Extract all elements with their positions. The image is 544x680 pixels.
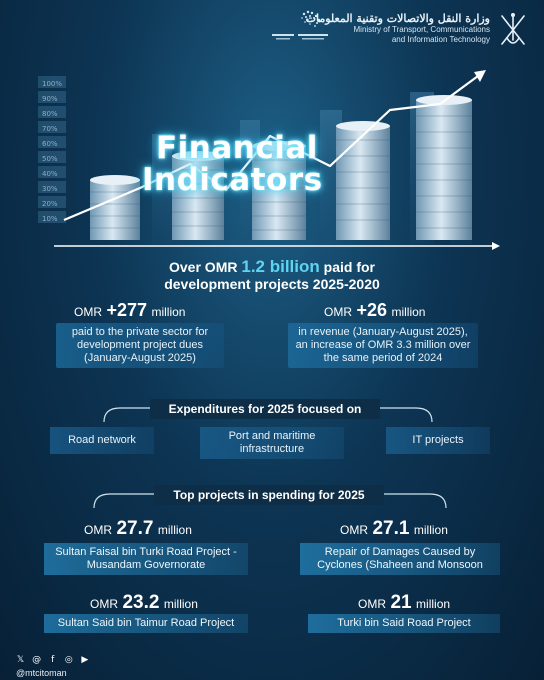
scale-cell bbox=[38, 196, 66, 208]
footer: 𝕏 @ f ◎ ▶ @mtcitoman bbox=[16, 647, 91, 679]
oman-emblem-icon bbox=[501, 13, 525, 45]
social-icons: 𝕏 @ f ◎ ▶ bbox=[16, 647, 91, 666]
unit-label: million bbox=[163, 597, 198, 611]
scale-cell bbox=[38, 151, 66, 163]
project-3-value: OMR 23.2 million bbox=[90, 592, 198, 614]
scale-cell bbox=[38, 181, 66, 193]
currency-label: OMR bbox=[340, 523, 368, 537]
headline-suffix: paid for bbox=[323, 259, 375, 275]
project-number: 21 bbox=[390, 592, 412, 613]
page-title-line2: Indicators bbox=[142, 162, 323, 198]
headline: Over OMR 1.2 billion paid for developmen… bbox=[100, 258, 444, 293]
project-4-value: OMR 21 million bbox=[358, 592, 450, 614]
scale-label: 20% bbox=[42, 200, 58, 208]
scale-label: 40% bbox=[42, 170, 58, 178]
expenditures-label: Expenditures for 2025 focused on bbox=[150, 399, 380, 419]
scale-cell bbox=[38, 106, 66, 118]
unit-label: million bbox=[151, 305, 186, 319]
scale-label: 80% bbox=[42, 110, 58, 118]
project-3-name: Sultan Said bin Taimur Road Project bbox=[44, 614, 248, 633]
unit-label: million bbox=[413, 523, 448, 537]
project-number: 27.1 bbox=[372, 518, 410, 539]
project-number: 27.7 bbox=[116, 518, 154, 539]
scale-label: 50% bbox=[42, 155, 58, 163]
stat-description-private-sector: paid to the private sector for developme… bbox=[56, 323, 224, 368]
facebook-icon[interactable]: f bbox=[51, 655, 55, 665]
expenditure-item-it-projects: IT projects bbox=[386, 427, 490, 454]
unit-label: million bbox=[157, 523, 192, 537]
threads-icon[interactable]: @ bbox=[32, 655, 42, 665]
expenditure-item-road-network: Road network bbox=[50, 427, 154, 454]
project-number: 23.2 bbox=[122, 592, 160, 613]
ministry-name-english-line1: Ministry of Transport, Communications bbox=[353, 25, 491, 34]
project-1-name: Sultan Faisal bin Turki Road Project - M… bbox=[44, 543, 248, 575]
stat-value-revenue: OMR +26 million bbox=[324, 300, 425, 321]
scale-cell bbox=[38, 166, 66, 178]
project-2-name: Repair of Damages Caused by Cyclones (Sh… bbox=[300, 543, 500, 575]
x-icon[interactable]: 𝕏 bbox=[16, 655, 25, 665]
ministry-name-english-line2: and Information Technology bbox=[391, 35, 490, 44]
scale-label: 100% bbox=[42, 80, 62, 88]
header: وزارة النقل والاتصالات وتقنية المعلومات … bbox=[0, 0, 544, 60]
scale-label: 60% bbox=[42, 140, 58, 148]
scale-label: 90% bbox=[42, 95, 58, 103]
headline-highlight: 1.2 billion bbox=[241, 257, 320, 276]
hero-illustration: 100% 90% 80% 70% 60% 50% 40% 30% 20% 10% Fin bbox=[30, 70, 516, 260]
stat-value-private-sector: OMR +277 million bbox=[74, 300, 185, 321]
ministry-name: وزارة النقل والاتصالات وتقنية المعلومات … bbox=[306, 12, 490, 45]
stat-number: +277 bbox=[106, 300, 147, 320]
top-projects-label: Top projects in spending for 2025 bbox=[154, 485, 384, 505]
youtube-icon[interactable]: ▶ bbox=[81, 655, 89, 665]
headline-prefix: Over OMR bbox=[169, 259, 238, 275]
currency-label: OMR bbox=[84, 523, 112, 537]
instagram-icon[interactable]: ◎ bbox=[64, 655, 73, 665]
scale-cell bbox=[38, 121, 66, 133]
oman-vision-logo bbox=[272, 10, 328, 40]
scale-label: 70% bbox=[42, 125, 58, 133]
project-2-value: OMR 27.1 million bbox=[340, 518, 448, 540]
project-4-name: Turki bin Said Road Project bbox=[308, 614, 500, 633]
ministry-name-arabic: وزارة النقل والاتصالات وتقنية المعلومات bbox=[305, 12, 490, 25]
currency-label: OMR bbox=[358, 597, 386, 611]
coin-stack-chart-illustration: 100% 90% 80% 70% 60% 50% 40% 30% 20% 10% bbox=[38, 70, 500, 250]
scale-label: 30% bbox=[42, 185, 58, 193]
social-handle[interactable]: @mtcitoman bbox=[16, 668, 67, 678]
stat-description-revenue: in revenue (January-August 2025), an inc… bbox=[288, 323, 478, 368]
scale-cell bbox=[38, 211, 66, 223]
currency-label: OMR bbox=[74, 305, 102, 319]
page-title-line1: Financial bbox=[156, 130, 318, 166]
headline-line2: development projects 2025-2020 bbox=[164, 276, 380, 292]
currency-label: OMR bbox=[324, 305, 352, 319]
scale-label: 10% bbox=[42, 215, 58, 223]
unit-label: million bbox=[391, 305, 426, 319]
expenditure-item-port-maritime: Port and maritime infrastructure bbox=[200, 427, 344, 459]
headline-line1: Over OMR 1.2 billion paid for bbox=[100, 258, 444, 276]
scale-cell bbox=[38, 76, 66, 88]
project-1-value: OMR 27.7 million bbox=[84, 518, 192, 540]
stat-number: +26 bbox=[356, 300, 387, 320]
currency-label: OMR bbox=[90, 597, 118, 611]
scale-cell bbox=[38, 91, 66, 103]
scale-cell bbox=[38, 136, 66, 148]
unit-label: million bbox=[416, 597, 451, 611]
